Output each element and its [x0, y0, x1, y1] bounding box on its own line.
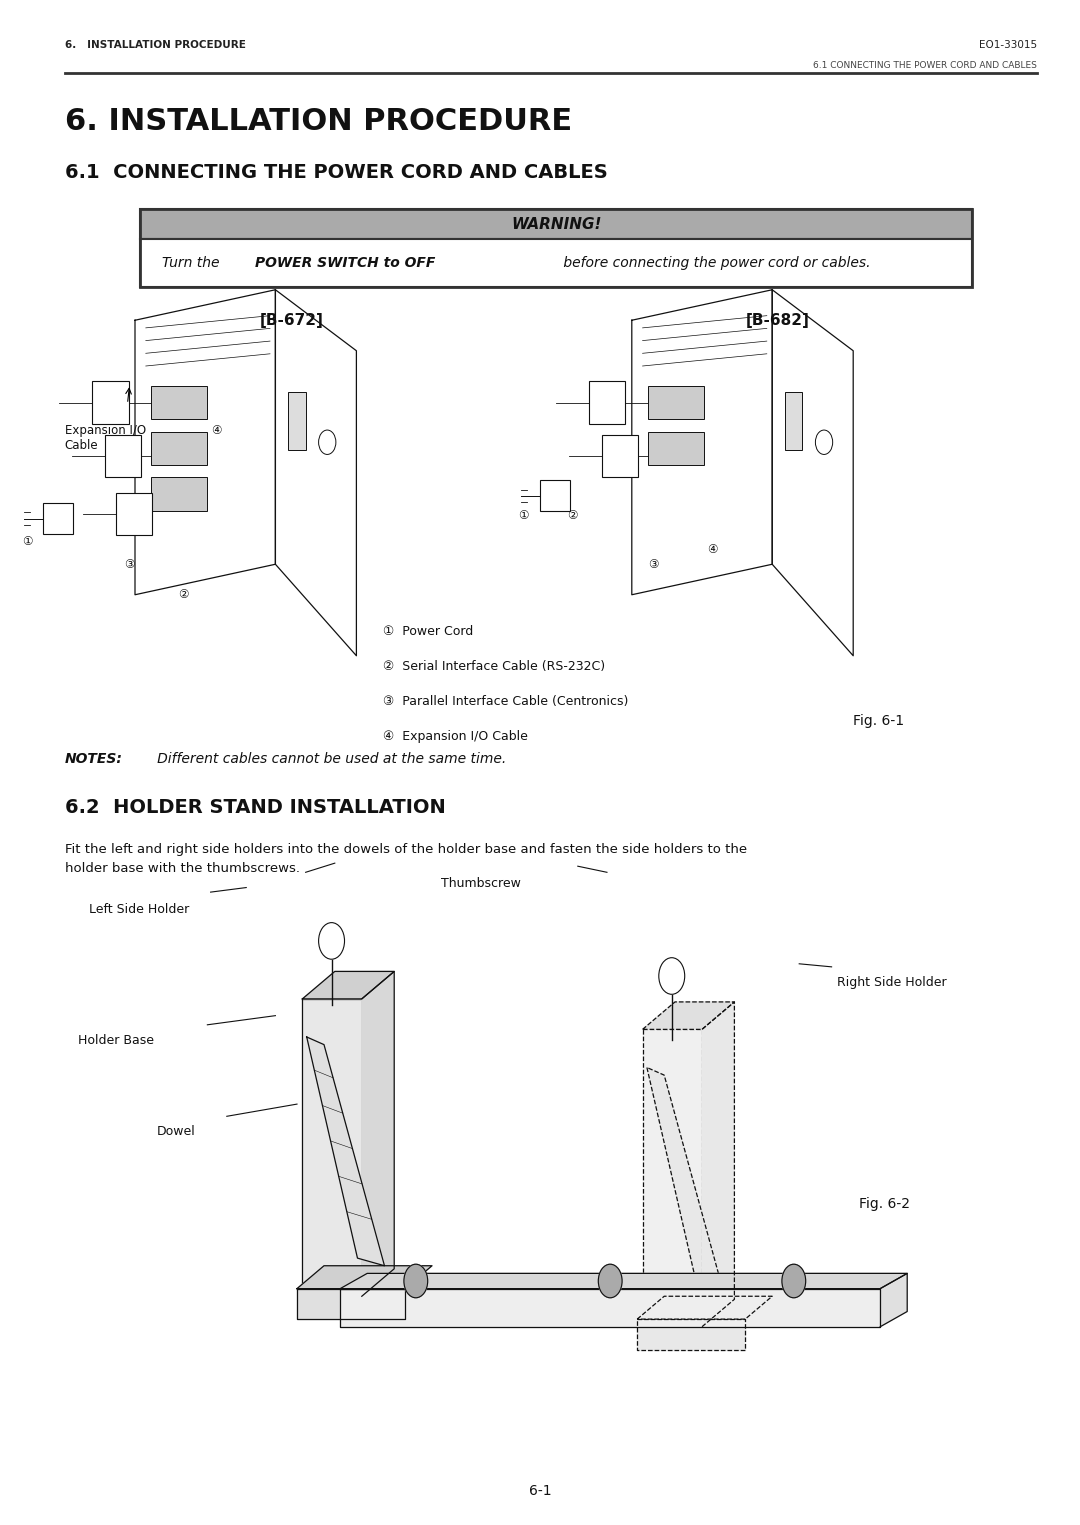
Text: 6.1 CONNECTING THE POWER CORD AND CABLES: 6.1 CONNECTING THE POWER CORD AND CABLES: [813, 61, 1037, 70]
Polygon shape: [302, 971, 394, 999]
Polygon shape: [637, 1319, 745, 1350]
Text: Turn the: Turn the: [162, 256, 224, 270]
Polygon shape: [643, 1002, 734, 1029]
Bar: [602, 435, 638, 477]
Bar: [140, 239, 972, 287]
Text: 6.1  CONNECTING THE POWER CORD AND CABLES: 6.1 CONNECTING THE POWER CORD AND CABLES: [65, 163, 608, 181]
Polygon shape: [637, 1296, 772, 1319]
Bar: [105, 435, 141, 477]
Text: Dowel: Dowel: [157, 1125, 195, 1139]
Text: Expansion I/O
Cable: Expansion I/O Cable: [65, 424, 146, 451]
Polygon shape: [362, 971, 394, 1296]
Bar: [116, 493, 152, 535]
Circle shape: [782, 1264, 806, 1298]
Text: ②: ②: [567, 509, 578, 522]
Text: ③: ③: [124, 558, 135, 570]
Text: ②: ②: [178, 589, 189, 601]
Text: ④  Expansion I/O Cable: ④ Expansion I/O Cable: [383, 730, 528, 744]
Text: Left Side Holder: Left Side Holder: [89, 903, 189, 917]
Text: ④: ④: [707, 543, 718, 555]
Text: Fig. 6-2: Fig. 6-2: [859, 1197, 909, 1211]
Text: Right Side Holder: Right Side Holder: [837, 976, 947, 990]
Polygon shape: [880, 1273, 907, 1327]
Bar: [288, 392, 306, 450]
Polygon shape: [297, 1289, 405, 1319]
Text: POWER SWITCH to OFF: POWER SWITCH to OFF: [255, 256, 435, 270]
Bar: [151, 386, 207, 419]
Text: Holder Base: Holder Base: [78, 1034, 153, 1048]
Circle shape: [659, 958, 685, 994]
Text: before connecting the power cord or cables.: before connecting the power cord or cabl…: [559, 256, 870, 270]
Text: ③: ③: [648, 558, 659, 570]
Polygon shape: [702, 1002, 734, 1327]
Polygon shape: [340, 1289, 880, 1327]
Polygon shape: [340, 1273, 907, 1289]
Text: ①  Power Cord: ① Power Cord: [383, 625, 474, 639]
Bar: [151, 432, 207, 465]
Circle shape: [319, 430, 336, 454]
Text: 6-1: 6-1: [529, 1484, 551, 1498]
Text: Fit the left and right side holders into the dowels of the holder base and faste: Fit the left and right side holders into…: [65, 843, 747, 875]
Text: Different cables cannot be used at the same time.: Different cables cannot be used at the s…: [144, 752, 505, 766]
Polygon shape: [297, 1266, 432, 1289]
Text: ①: ①: [22, 535, 32, 547]
Bar: [589, 381, 625, 424]
Bar: [43, 503, 73, 534]
Bar: [140, 209, 972, 239]
Text: ②  Serial Interface Cable (RS-232C): ② Serial Interface Cable (RS-232C): [383, 660, 606, 674]
Text: NOTES:: NOTES:: [65, 752, 123, 766]
Polygon shape: [647, 1068, 725, 1296]
Text: WARNING!: WARNING!: [511, 217, 602, 232]
Bar: [648, 386, 704, 419]
Bar: [648, 432, 704, 465]
Text: ④: ④: [211, 424, 221, 436]
Text: EO1-33015: EO1-33015: [978, 40, 1037, 50]
Polygon shape: [307, 1037, 384, 1266]
Text: 6. INSTALLATION PROCEDURE: 6. INSTALLATION PROCEDURE: [65, 107, 572, 136]
Text: Fig. 6-1: Fig. 6-1: [853, 714, 904, 727]
Bar: [92, 381, 129, 424]
Text: [B-672]: [B-672]: [259, 313, 324, 328]
Text: [B-682]: [B-682]: [745, 313, 810, 328]
Polygon shape: [302, 999, 362, 1296]
Circle shape: [404, 1264, 428, 1298]
Bar: [540, 480, 570, 511]
Bar: [151, 477, 207, 511]
Bar: [785, 392, 802, 450]
Bar: [140, 209, 972, 287]
Text: 6.2  HOLDER STAND INSTALLATION: 6.2 HOLDER STAND INSTALLATION: [65, 798, 446, 816]
Text: 6.   INSTALLATION PROCEDURE: 6. INSTALLATION PROCEDURE: [65, 40, 245, 50]
Circle shape: [319, 923, 345, 959]
Text: Thumbscrew: Thumbscrew: [441, 877, 521, 891]
Circle shape: [815, 430, 833, 454]
Text: ①: ①: [518, 509, 529, 522]
Polygon shape: [643, 1029, 702, 1327]
Circle shape: [598, 1264, 622, 1298]
Text: ③  Parallel Interface Cable (Centronics): ③ Parallel Interface Cable (Centronics): [383, 695, 629, 709]
